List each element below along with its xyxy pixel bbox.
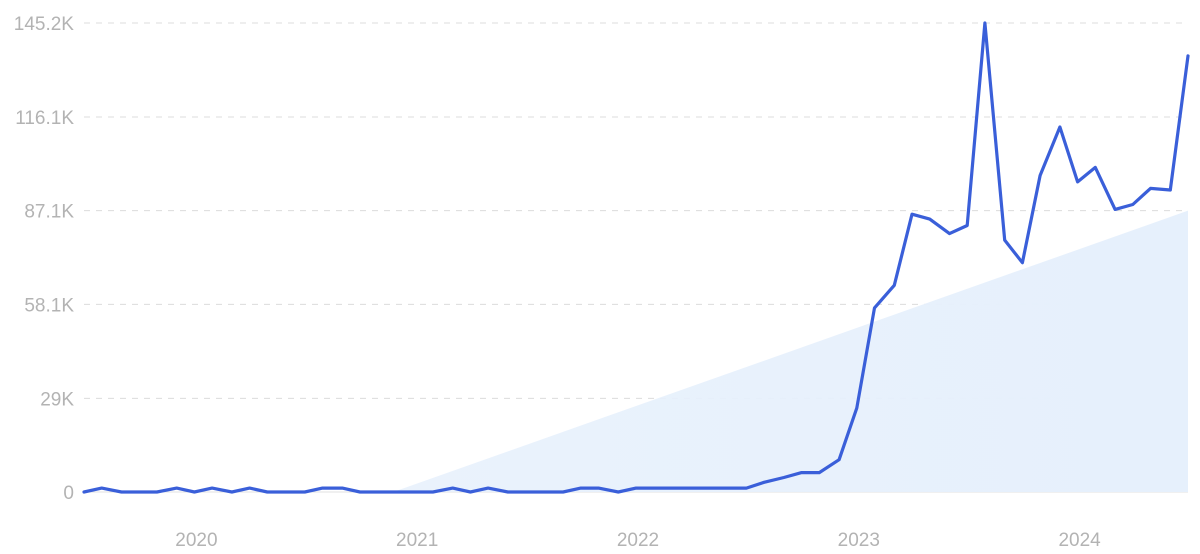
y-tick-label: 116.1K xyxy=(15,108,74,129)
trend-area-layer xyxy=(393,210,1188,492)
y-tick-label: 87.1K xyxy=(24,202,74,223)
x-tick-label: 2021 xyxy=(396,530,438,551)
trend-area xyxy=(393,210,1188,492)
x-tick-label: 2020 xyxy=(175,530,217,551)
y-tick-label: 0 xyxy=(63,483,74,504)
x-tick-label: 2023 xyxy=(838,530,880,551)
x-tick-label: 2024 xyxy=(1058,530,1101,551)
series-line xyxy=(82,21,1190,494)
series-line-layer xyxy=(82,21,1190,494)
y-axis: 0 29K 58.1K 87.1K 116.1K 145.2K xyxy=(14,14,75,504)
y-tick-label: 145.2K xyxy=(14,14,75,35)
x-axis: 2020 2021 2022 2023 2024 xyxy=(175,530,1101,551)
x-tick-label: 2022 xyxy=(617,530,659,551)
y-tick-label: 29K xyxy=(40,389,74,410)
y-tick-label: 58.1K xyxy=(24,295,74,316)
